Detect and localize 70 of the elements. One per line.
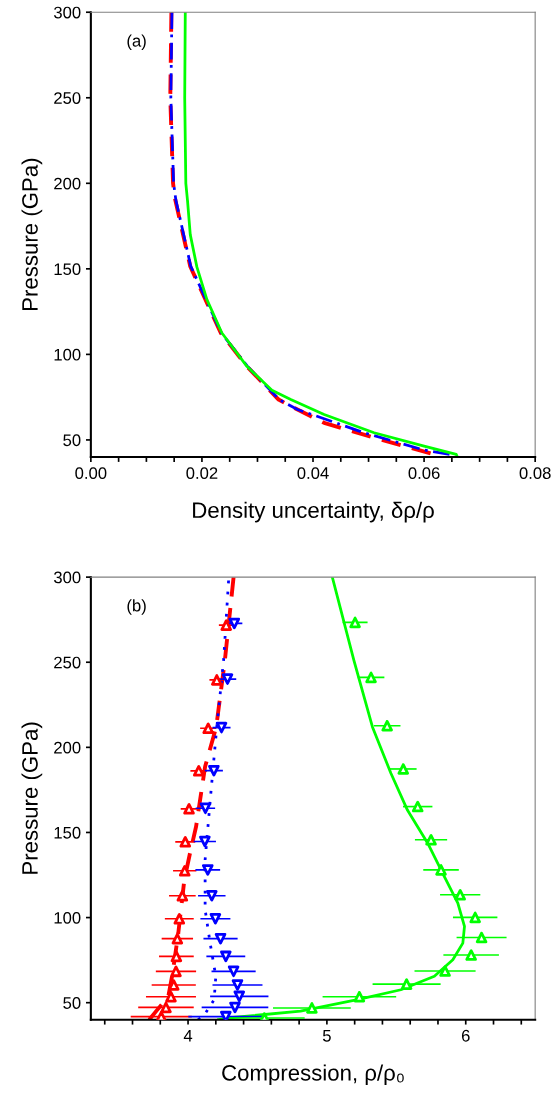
point [171, 932, 184, 945]
point [381, 719, 393, 732]
point [411, 800, 424, 813]
point [208, 764, 220, 777]
point [165, 990, 177, 1003]
point [229, 1001, 241, 1014]
y-tick-label: 250 [54, 92, 81, 104]
point [220, 950, 232, 963]
point [227, 965, 240, 978]
x-tick-label: 5 [322, 1030, 331, 1042]
point [306, 1002, 318, 1014]
point [439, 965, 451, 977]
point [475, 931, 488, 944]
y-tick-label: 50 [63, 434, 81, 447]
point [353, 990, 366, 1003]
y-tick-label: 250 [54, 656, 81, 669]
point [465, 949, 477, 961]
y-tick-label: 50 [63, 997, 81, 1009]
point [400, 978, 413, 990]
point [214, 932, 227, 945]
y-tick-label: 300 [53, 6, 81, 19]
point [178, 864, 191, 877]
y-tick-label: 150 [54, 263, 81, 276]
y-tick-label: 200 [54, 741, 81, 754]
point [173, 912, 186, 925]
x-tick-label: 0.00 [75, 467, 107, 479]
point [397, 763, 410, 775]
point [425, 834, 437, 846]
y-tick-label: 150 [54, 826, 81, 839]
x-tick-label: 6 [461, 1029, 470, 1042]
y-axis-title: Pressure (GPa) [21, 722, 43, 874]
x-axis-title: Compression, ρ/ρ₀ [222, 1064, 404, 1086]
point [209, 912, 222, 925]
point [220, 619, 233, 631]
y-tick-label: 300 [53, 571, 81, 584]
point [176, 890, 189, 902]
point [221, 673, 234, 685]
point [199, 835, 211, 848]
point [349, 616, 361, 629]
point [170, 950, 183, 963]
x-tick-label: 0.06 [408, 467, 440, 479]
annotation: (b) [127, 599, 146, 615]
x-tick-label: 4 [183, 1030, 193, 1042]
point [233, 990, 246, 1003]
point [469, 911, 481, 924]
y-tick-label: 200 [54, 177, 81, 190]
point [199, 802, 212, 815]
point [228, 617, 241, 630]
point [179, 836, 192, 848]
point [170, 965, 182, 978]
point [435, 864, 447, 876]
point [206, 890, 218, 902]
x-tick-label: 0.08 [519, 467, 551, 479]
x-axis-title: Density uncertainty, δρ/ρ [193, 501, 434, 523]
point [202, 722, 214, 735]
y-tick-label: 100 [54, 911, 81, 924]
point [211, 674, 223, 686]
point [215, 721, 228, 734]
point [231, 979, 244, 991]
point [454, 888, 466, 901]
point [160, 1001, 172, 1014]
point [201, 864, 214, 876]
point [365, 671, 377, 684]
x-tick-label: 0.04 [297, 467, 329, 479]
point [183, 803, 195, 815]
point [220, 1010, 232, 1020]
y-tick-label: 100 [54, 348, 81, 361]
y-axis-title: Pressure (GPa) [21, 158, 43, 310]
x-tick-label: 0.02 [186, 467, 218, 479]
annotation: (a) [127, 34, 146, 50]
